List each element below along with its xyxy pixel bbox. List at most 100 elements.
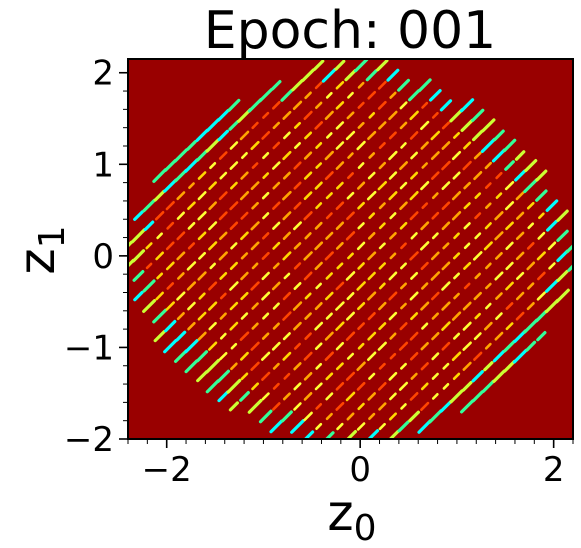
y-axis-ticks: −2 −1 0 1 2 bbox=[64, 54, 128, 460]
lattice-point bbox=[388, 191, 398, 201]
lattice-point bbox=[537, 231, 546, 240]
lattice-point bbox=[442, 382, 450, 390]
lattice-point bbox=[345, 331, 356, 341]
x-axis-label: z0 bbox=[327, 484, 376, 548]
lattice-point bbox=[272, 362, 280, 370]
lattice-point bbox=[250, 281, 260, 291]
lattice-point bbox=[282, 291, 292, 301]
lattice-point bbox=[282, 231, 292, 240]
lattice-point bbox=[176, 311, 185, 321]
lattice-point bbox=[314, 442, 324, 452]
lattice-point bbox=[368, 112, 376, 119]
lattice-point bbox=[451, 150, 462, 161]
lattice-point bbox=[335, 161, 345, 170]
lattice-point bbox=[431, 352, 440, 361]
lattice-point bbox=[230, 242, 238, 250]
lattice-point bbox=[565, 243, 573, 254]
lattice-point bbox=[536, 271, 546, 281]
lattice-point bbox=[304, 131, 313, 140]
lattice-point bbox=[272, 181, 281, 190]
lattice-point bbox=[505, 281, 514, 291]
lattice-point bbox=[492, 369, 506, 383]
lattice-point bbox=[556, 269, 569, 283]
lattice-point bbox=[208, 301, 218, 311]
lattice-point bbox=[208, 201, 217, 211]
lattice-point bbox=[251, 382, 260, 391]
lattice-point bbox=[366, 429, 380, 439]
lattice-point bbox=[345, 271, 356, 281]
lattice-point bbox=[325, 192, 333, 200]
lattice-point bbox=[515, 191, 525, 201]
lattice-point bbox=[441, 221, 451, 231]
lattice-point bbox=[143, 220, 155, 232]
lattice-point bbox=[495, 171, 503, 180]
lattice-point bbox=[535, 169, 548, 182]
lattice-point bbox=[494, 271, 504, 281]
lattice-point bbox=[378, 121, 387, 130]
lattice-point bbox=[474, 272, 482, 280]
lattice-point bbox=[304, 91, 312, 100]
lattice-point bbox=[431, 372, 439, 380]
lattice-point bbox=[261, 291, 271, 301]
lattice-point bbox=[347, 91, 354, 99]
lattice-point bbox=[198, 292, 206, 300]
lattice-point bbox=[357, 222, 365, 230]
lattice-point bbox=[335, 121, 345, 130]
lattice-point bbox=[346, 291, 355, 301]
lattice-point bbox=[314, 81, 323, 90]
lattice-point bbox=[282, 150, 292, 161]
lattice-point bbox=[515, 291, 525, 301]
lattice-point bbox=[481, 118, 496, 133]
lattice-point bbox=[293, 161, 302, 170]
lattice-point bbox=[314, 101, 323, 109]
lattice-point bbox=[442, 362, 450, 370]
lattice-point bbox=[399, 181, 408, 190]
lattice-point bbox=[431, 232, 439, 240]
lattice-point bbox=[420, 282, 429, 290]
lattice-point bbox=[367, 232, 376, 240]
y-tick-label: 0 bbox=[92, 237, 114, 277]
lattice-point bbox=[377, 442, 387, 452]
lattice-point bbox=[325, 312, 333, 320]
lattice-point bbox=[526, 242, 535, 250]
lattice-point bbox=[346, 191, 355, 200]
x-tick-label: −2 bbox=[142, 450, 192, 490]
lattice-point bbox=[356, 361, 366, 372]
lattice-point bbox=[184, 339, 199, 354]
lattice-point bbox=[324, 171, 334, 181]
lattice-point bbox=[344, 69, 357, 82]
lattice-point bbox=[205, 118, 220, 133]
lattice-point bbox=[505, 322, 514, 331]
lattice-point bbox=[378, 242, 386, 250]
lattice-point bbox=[441, 181, 451, 190]
lattice-point bbox=[463, 202, 471, 210]
lattice-point bbox=[399, 221, 408, 230]
lattice-point bbox=[409, 291, 419, 301]
lattice-point bbox=[272, 141, 281, 150]
lattice-point bbox=[272, 121, 281, 130]
lattice-point bbox=[356, 422, 366, 431]
lattice-point bbox=[240, 271, 249, 281]
lattice-point bbox=[345, 311, 356, 321]
lattice-point bbox=[280, 88, 294, 102]
lattice-point bbox=[315, 142, 323, 149]
lattice-point bbox=[240, 252, 249, 260]
lattice-point bbox=[388, 150, 398, 161]
lattice-point bbox=[282, 392, 291, 401]
lattice-point bbox=[335, 341, 345, 351]
lattice-point bbox=[544, 279, 559, 293]
lattice-point bbox=[251, 302, 259, 310]
lattice-point bbox=[336, 262, 344, 270]
lattice-point bbox=[410, 271, 419, 280]
lattice-point bbox=[173, 148, 189, 163]
lattice-point bbox=[439, 99, 453, 112]
lattice-point bbox=[282, 251, 292, 261]
y-tick-label: 1 bbox=[92, 145, 114, 185]
lattice-point bbox=[145, 242, 153, 250]
lattice-point bbox=[505, 221, 514, 231]
lattice-point bbox=[325, 132, 333, 139]
lattice-point bbox=[417, 78, 432, 93]
lattice-point bbox=[420, 301, 430, 311]
lattice-point bbox=[187, 301, 196, 311]
lattice-point bbox=[460, 399, 475, 414]
